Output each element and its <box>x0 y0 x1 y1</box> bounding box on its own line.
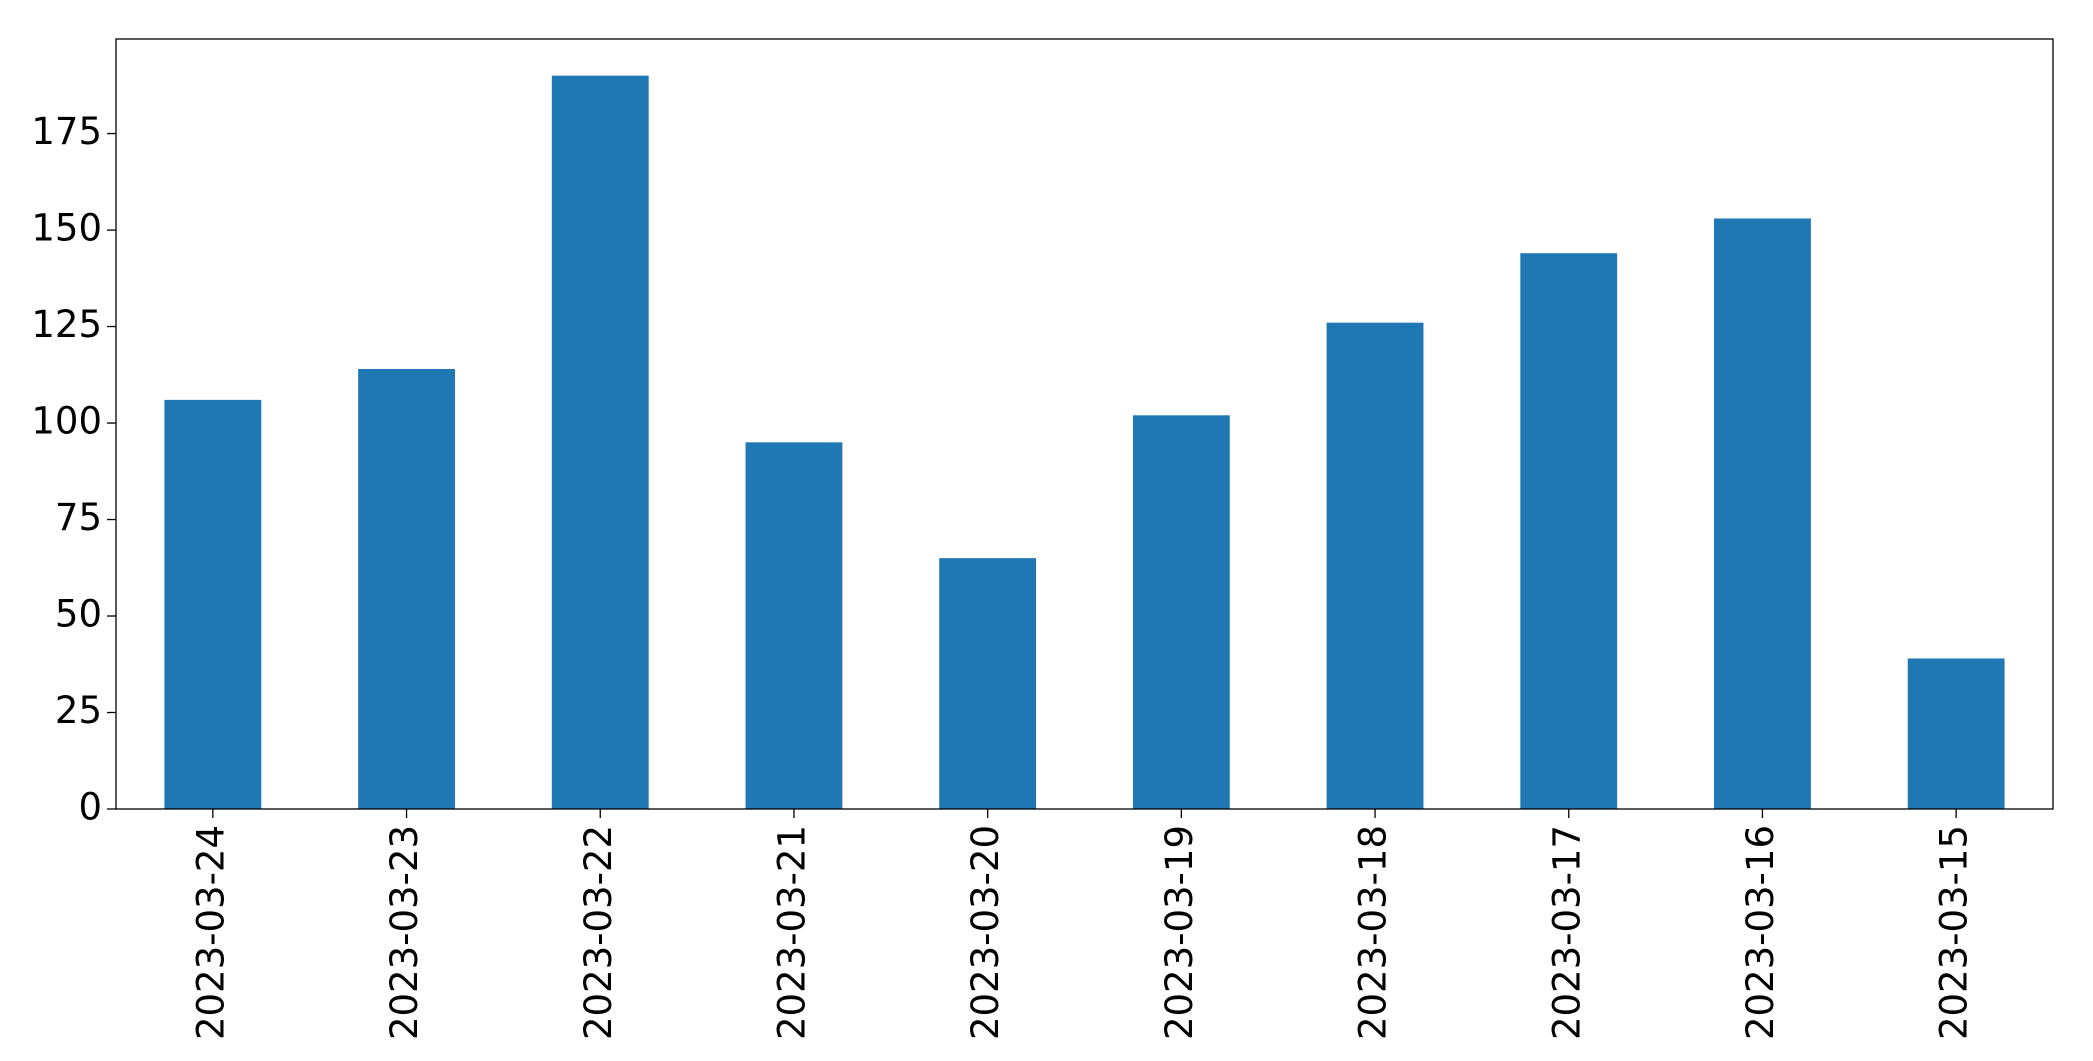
bar <box>1714 218 1811 809</box>
bar <box>939 558 1037 809</box>
y-tick-label: 150 <box>31 207 102 250</box>
plot-frame <box>115 38 2054 810</box>
x-tick-label: 2023-03-22 <box>577 825 620 1040</box>
bar <box>551 75 649 809</box>
bar <box>745 442 843 809</box>
bar <box>1520 253 1618 810</box>
x-tick-label: 2023-03-24 <box>189 825 232 1040</box>
y-tick-label: 25 <box>55 689 102 732</box>
bar <box>1132 415 1230 809</box>
bar <box>358 369 455 809</box>
y-tick-label: 75 <box>55 496 102 539</box>
y-tick-label: 50 <box>55 593 102 636</box>
x-tick-label: 2023-03-20 <box>964 825 1007 1040</box>
y-tick-label: 0 <box>78 786 102 829</box>
bar <box>164 399 262 809</box>
x-tick-label: 2023-03-19 <box>1158 825 1201 1040</box>
y-tick-label: 125 <box>31 303 102 346</box>
y-tick-label: 175 <box>31 110 102 153</box>
x-tick-label: 2023-03-23 <box>383 825 426 1040</box>
y-tick-label: 100 <box>31 400 102 443</box>
x-tick-label: 2023-03-17 <box>1545 825 1588 1040</box>
bar <box>1326 322 1424 809</box>
bar <box>1907 658 2005 809</box>
x-tick-label: 2023-03-18 <box>1352 825 1395 1040</box>
x-tick-label: 2023-03-21 <box>770 825 813 1040</box>
x-tick-label: 2023-03-15 <box>1933 825 1976 1040</box>
x-tick-label: 2023-03-16 <box>1739 825 1782 1040</box>
